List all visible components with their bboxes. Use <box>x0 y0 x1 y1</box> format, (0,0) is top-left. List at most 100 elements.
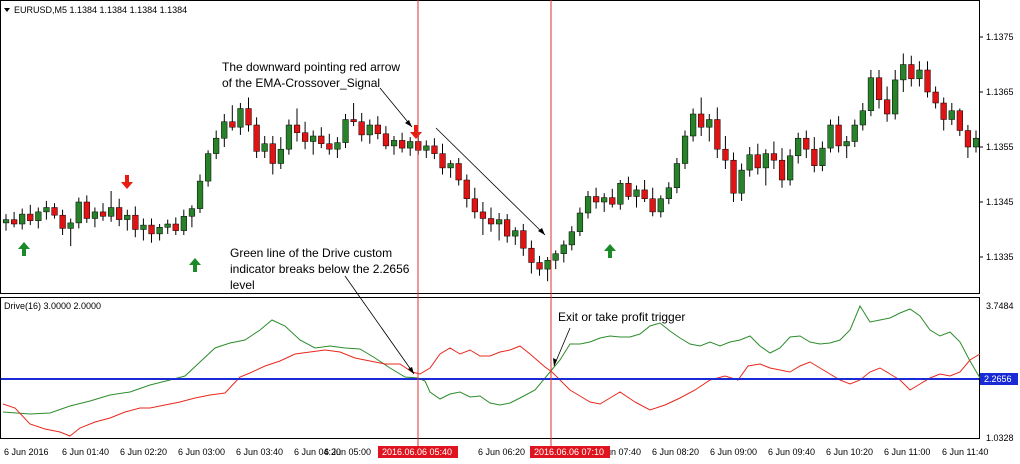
candle <box>633 189 640 197</box>
level-axis-label: 2.2656 <box>984 374 1012 384</box>
time-axis: 6 Jun 2016 6 Jun 01:40 6 Jun 02:20 6 Jun… <box>4 447 988 457</box>
candle <box>148 224 155 235</box>
candle <box>601 197 608 203</box>
candle <box>27 213 34 221</box>
candle <box>948 110 955 120</box>
candle <box>762 153 769 169</box>
candle <box>172 223 179 231</box>
arrow-note-line2: of the EMA-Crossover_Signal <box>222 76 380 90</box>
candle <box>326 143 333 150</box>
candle <box>512 230 519 237</box>
candle <box>811 148 818 166</box>
candle <box>706 119 713 128</box>
arrow-up-icon <box>189 258 201 272</box>
candle <box>374 124 381 135</box>
candle <box>803 137 810 150</box>
candle <box>795 137 802 157</box>
arrow-down-icon <box>121 175 133 189</box>
candle <box>196 180 204 209</box>
candle <box>892 79 899 115</box>
time-axis-label: 6 Jun 05:00 <box>324 447 371 457</box>
candle <box>673 163 681 188</box>
candle <box>358 121 365 136</box>
candle <box>334 142 341 150</box>
candle <box>552 253 559 261</box>
candle <box>964 130 972 148</box>
candle <box>867 77 875 111</box>
candle <box>156 227 163 235</box>
candle <box>690 113 697 137</box>
candle <box>382 133 390 147</box>
candle <box>164 223 171 228</box>
candle <box>439 153 446 169</box>
drive-red-line <box>2 345 981 437</box>
time-axis-label: 6 Jun 11:00 <box>884 447 930 457</box>
candle <box>908 64 915 80</box>
candle <box>714 119 721 150</box>
candle <box>487 218 495 225</box>
time-axis-label: 6 Jun 06:20 <box>478 447 525 457</box>
drive-note-line3: level <box>230 278 255 292</box>
candle <box>617 183 624 205</box>
crossover-pointer-head <box>538 228 545 235</box>
candle <box>787 155 794 181</box>
candle <box>584 196 592 214</box>
candle <box>431 145 438 154</box>
price-axis-label: 1.1335 <box>986 252 1014 262</box>
drive-note-pointer <box>344 275 415 375</box>
candle <box>447 163 454 169</box>
candle <box>609 197 616 205</box>
symbol-menu-icon[interactable] <box>4 8 10 12</box>
candle <box>657 198 664 213</box>
candle <box>520 230 527 249</box>
candle <box>884 99 891 115</box>
candle <box>900 64 907 81</box>
candle <box>269 143 276 164</box>
symbol-title: EURUSD,M5 1.1384 1.1384 1.1384 1.1384 <box>14 5 187 15</box>
candle <box>75 201 82 224</box>
drive-note-line1: Green line of the Drive custom <box>230 246 392 260</box>
candle <box>253 124 260 152</box>
crossover-pointer <box>435 127 546 236</box>
candle <box>318 135 325 144</box>
candle <box>770 153 778 161</box>
indicator-pane-frame <box>0 297 980 439</box>
candle <box>390 140 398 147</box>
candle <box>754 154 761 169</box>
time-axis-label: 6 Jun 09:00 <box>710 447 757 457</box>
candle <box>124 214 131 220</box>
candle <box>875 77 883 100</box>
time-axis-label: 6 Jun 2016 <box>4 447 49 457</box>
price-pane-frame <box>0 0 980 294</box>
candle <box>261 143 268 152</box>
candle <box>641 189 648 199</box>
arrow-note-pointer-head <box>405 120 412 127</box>
candle <box>43 207 50 213</box>
candle <box>843 141 850 147</box>
candle <box>528 247 535 263</box>
arrow-up-icon <box>604 244 616 258</box>
candle <box>932 91 939 104</box>
candle <box>593 196 600 203</box>
candle <box>132 214 139 230</box>
candle <box>504 219 511 237</box>
candle <box>399 140 406 149</box>
level-axis-badge <box>980 373 1018 385</box>
candle <box>649 198 656 213</box>
candle <box>746 154 753 171</box>
candle <box>245 108 252 126</box>
candle <box>366 124 373 136</box>
candle <box>350 119 357 122</box>
time-axis-label: 6 Jun 01:40 <box>62 447 109 457</box>
candle <box>423 145 430 151</box>
price-axis-label: 1.1345 <box>986 197 1014 207</box>
candle <box>83 201 90 219</box>
candle <box>463 179 470 199</box>
candle <box>310 135 317 142</box>
candle <box>237 108 244 128</box>
price-axis-label: 1.1355 <box>986 142 1014 152</box>
candlestick-series <box>2 53 980 282</box>
time-axis-label: 6 Jun 03:40 <box>236 447 283 457</box>
